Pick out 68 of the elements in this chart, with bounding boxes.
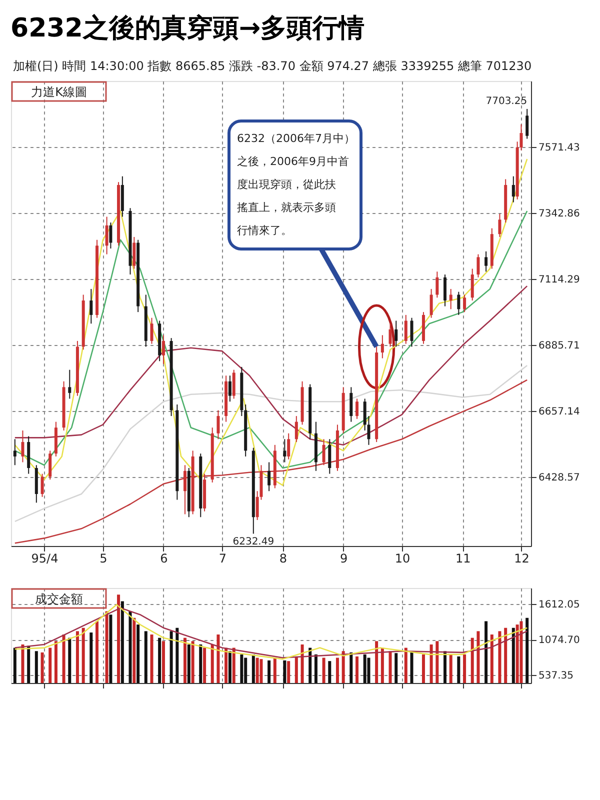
line-series [14, 285, 528, 446]
candlestick [40, 473, 44, 498]
candlestick [484, 250, 488, 272]
x-tick-label: 8 [279, 552, 288, 566]
candlestick [436, 271, 439, 298]
x-tick-label: 6 [160, 552, 168, 566]
candlestick [287, 432, 290, 460]
candlestick [476, 254, 480, 278]
candlestick [232, 369, 236, 400]
candlestick [526, 108, 529, 140]
candlestick [457, 291, 460, 316]
candlestick [294, 416, 298, 443]
candlestick [430, 288, 433, 318]
y-tick-label: 7571.43 [538, 142, 580, 154]
candlestick [90, 288, 93, 324]
x-tick-label: 11 [455, 552, 471, 566]
candlestick [162, 334, 165, 365]
candlestick [404, 314, 408, 344]
chart-title: 6232之後的真穿頭→多頭行情 [10, 14, 365, 44]
annotation: 6232.49 [232, 536, 274, 548]
y-tick-label: 7114.29 [538, 274, 580, 286]
line-series [14, 364, 528, 522]
y-tick-label: 1074.70 [538, 635, 580, 646]
candlestick [150, 317, 154, 344]
annotation: 7703.25 [486, 96, 528, 107]
x-tick-label: 10 [394, 552, 410, 566]
text: 加權(日) 時間 14:30:00 指數 8665.85 漲跌 -83.70 金額 974.27 總張 3339255 總筆 701230 [13, 59, 532, 73]
candlestick [228, 375, 232, 402]
candlestick [322, 438, 326, 466]
y-tick-label: 6428.57 [538, 472, 580, 484]
candlestick [283, 438, 286, 463]
x-tick-label: 12 [514, 552, 530, 566]
y-tick-label: 537.35 [538, 670, 574, 682]
x-tick-label: 7 [218, 552, 226, 566]
y-tick-label: 7342.86 [538, 208, 580, 220]
x-tick-label: 9 [340, 552, 348, 566]
candlestick [394, 320, 398, 348]
y-tick-label: 6885.71 [538, 340, 580, 352]
x-tick-label: 5 [100, 552, 108, 566]
candlestick [328, 438, 332, 474]
candlestick [470, 268, 474, 302]
candlestick [350, 386, 353, 422]
annotation: 6232（2006年7月中）之後，2006年9月中首度出現穿頭，從此扶搖直上，就表示多頭行情來了。 [237, 132, 355, 237]
y-tick-label: 1612.05 [538, 599, 580, 610]
candlestick [388, 323, 392, 348]
candlestick [183, 464, 186, 515]
candlestick [410, 317, 414, 348]
annotation: 力道K線圖 [31, 85, 87, 99]
candlestick [449, 288, 452, 310]
candlestick [356, 398, 359, 420]
candlestick [380, 334, 384, 359]
candlestick [109, 222, 112, 250]
candlestick [268, 462, 271, 492]
candlestick [443, 274, 446, 307]
line-series [14, 379, 528, 544]
y-tick-label: 6657.14 [538, 406, 580, 418]
x-tick-label: 95/4 [31, 552, 58, 566]
candlestick [512, 176, 515, 203]
candlestick [216, 410, 220, 440]
candlestick [68, 369, 72, 400]
candlestick [132, 236, 136, 270]
candlestick [105, 216, 108, 255]
candlestick [13, 438, 16, 466]
candlestick [48, 450, 52, 480]
candlestick [21, 430, 24, 463]
candlestick [498, 213, 502, 238]
candlestick [463, 294, 466, 313]
annotation: 成交金額 [35, 592, 83, 606]
